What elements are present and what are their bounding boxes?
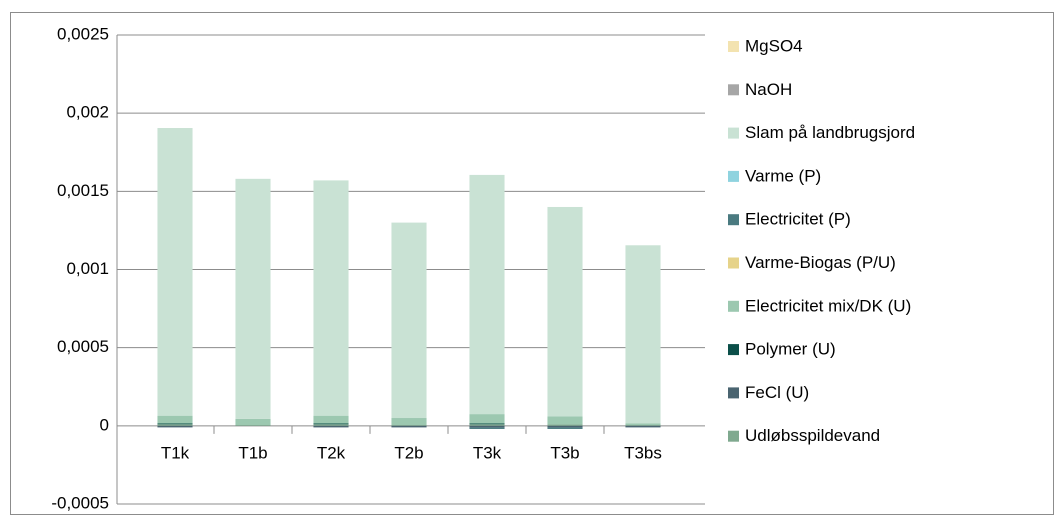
bar-segment xyxy=(157,424,193,426)
y-tick-label: 0 xyxy=(100,415,109,434)
bar-segment xyxy=(157,425,193,428)
legend-swatch xyxy=(728,41,739,52)
bar-segment xyxy=(313,424,349,426)
bar-segment xyxy=(547,206,583,417)
bar-segment xyxy=(391,418,427,426)
legend-swatch xyxy=(728,387,739,399)
chart-frame xyxy=(10,12,1054,515)
bar-segment xyxy=(235,418,271,426)
bar-segment xyxy=(391,425,427,428)
bar-segment xyxy=(469,425,505,428)
bar-segment xyxy=(547,416,583,425)
bar-segment xyxy=(469,427,505,429)
bar-segment xyxy=(469,423,505,425)
y-tick-label: 0,002 xyxy=(66,103,109,122)
bar-segment xyxy=(157,415,193,424)
x-tick-label: T2k xyxy=(317,443,346,462)
x-tick-label: T1k xyxy=(161,443,190,462)
legend-label: Slam på landbrugsjord xyxy=(745,123,915,142)
bar-segment xyxy=(313,425,349,428)
legend-label: MgSO4 xyxy=(745,36,803,55)
bar-segment xyxy=(469,424,505,426)
bar-segment xyxy=(547,424,583,426)
legend-label: Electricitet mix/DK (U) xyxy=(745,296,911,315)
legend-swatch xyxy=(728,170,739,182)
x-tick-label: T3b xyxy=(550,443,579,462)
bar-segment xyxy=(625,425,661,428)
bar-segment xyxy=(235,178,271,419)
bar-segment xyxy=(469,174,505,415)
legend-label: Varme (P) xyxy=(745,166,821,185)
x-tick-label: T3bs xyxy=(624,443,662,462)
bar-segment xyxy=(235,425,271,426)
legend-swatch xyxy=(728,257,739,269)
legend-swatch xyxy=(728,300,739,312)
bar-segment xyxy=(157,423,193,425)
legend-label: FeCl (U) xyxy=(745,383,809,402)
y-tick-label: 0,0005 xyxy=(57,337,109,356)
legend-swatch xyxy=(728,127,739,139)
x-tick-label: T2b xyxy=(394,443,423,462)
y-tick-label: 0,0025 xyxy=(57,24,109,43)
bar-segment xyxy=(157,128,193,416)
y-tick-label: 0,0015 xyxy=(57,181,109,200)
legend-swatch xyxy=(728,344,739,356)
legend-label: Electricitet (P) xyxy=(745,210,851,229)
x-tick-label: T1b xyxy=(238,443,267,462)
y-tick-label: 0,001 xyxy=(66,259,109,278)
bar-segment xyxy=(625,425,661,426)
legend-swatch xyxy=(728,430,739,442)
bar-segment xyxy=(547,425,583,428)
bar-segment xyxy=(625,245,661,424)
bar-segment xyxy=(391,425,427,426)
bar-segment xyxy=(313,415,349,424)
x-tick-label: T3k xyxy=(473,443,502,462)
bar-segment xyxy=(391,222,427,419)
bar-segment xyxy=(625,423,661,426)
legend-label: NaOH xyxy=(745,80,792,99)
bar-segment xyxy=(313,180,349,416)
legend-label: Udløbsspildevand xyxy=(745,426,880,445)
bar-segment xyxy=(313,423,349,425)
legend-swatch xyxy=(728,214,739,226)
legend-label: Varme-Biogas (P/U) xyxy=(745,253,896,272)
legend-swatch xyxy=(728,84,739,96)
legend-label: Polymer (U) xyxy=(745,340,836,359)
bar-segment xyxy=(547,427,583,429)
bar-segment xyxy=(469,414,505,424)
y-tick-label: -0,0005 xyxy=(51,493,109,512)
